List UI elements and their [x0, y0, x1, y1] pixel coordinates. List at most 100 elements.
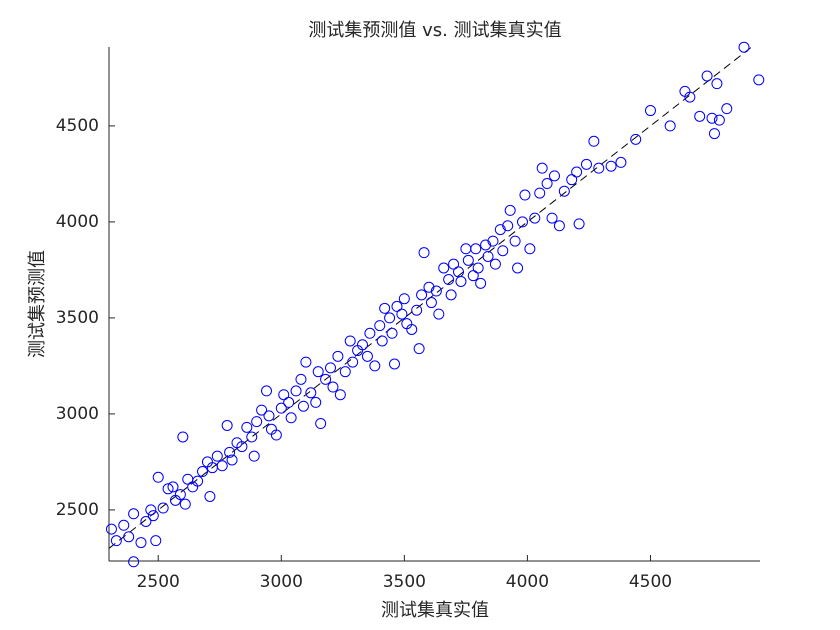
scatter-point: [548, 170, 560, 182]
scatter-point: [128, 556, 140, 568]
scatter-point: [433, 308, 445, 320]
scatter-point: [297, 400, 309, 412]
scatter-point: [644, 105, 656, 117]
scatter-point: [140, 515, 152, 527]
scatter-point: [694, 110, 706, 122]
scatter-point: [664, 120, 676, 132]
y-axis-label: 测试集预测值: [27, 250, 48, 358]
scatter-point: [192, 475, 204, 487]
scatter-point: [300, 356, 312, 368]
scatter-point: [147, 510, 159, 522]
scatter-point: [455, 275, 467, 287]
scatter-point: [546, 212, 558, 224]
scatter-point: [369, 360, 381, 372]
scatter-point: [315, 418, 327, 430]
scatter-point: [197, 466, 209, 478]
x-tick-label: 4000: [506, 572, 549, 592]
scatter-point: [630, 133, 642, 145]
scatter-point: [177, 431, 189, 443]
scatter-point: [684, 91, 696, 103]
scatter-point: [339, 366, 351, 378]
scatter-point: [701, 70, 713, 82]
scatter-point: [224, 446, 236, 458]
scatter-point: [571, 166, 583, 178]
scatter-point: [145, 504, 157, 516]
scatter-point: [534, 187, 546, 199]
scatter-point: [347, 356, 359, 368]
scatter-point: [504, 204, 516, 216]
scatter-point: [105, 523, 117, 535]
x-tick-label: 3000: [260, 572, 303, 592]
scatter-point: [470, 243, 482, 255]
scatter-point: [753, 74, 765, 86]
scatter-point: [270, 429, 282, 441]
y-tick-label: 3000: [56, 404, 99, 424]
scatter-point: [241, 421, 253, 433]
scatter-point: [389, 358, 401, 370]
scatter-point: [263, 410, 275, 422]
scatter-point: [246, 431, 258, 443]
scatter-point: [327, 381, 339, 393]
scatter-point: [261, 385, 273, 397]
y-tick-label: 2500: [56, 500, 99, 520]
scatter-point: [278, 389, 290, 401]
scatter-point: [167, 481, 179, 493]
scatter-point: [472, 262, 484, 274]
scatter-point: [411, 304, 423, 316]
scatter-point: [519, 189, 531, 201]
chart-title: 测试集预测值 vs. 测试集真实值: [308, 20, 561, 41]
scatter-point: [256, 404, 268, 416]
scatter-point: [711, 78, 723, 90]
x-axis-label: 测试集真实值: [381, 600, 489, 621]
scatter-point: [529, 212, 541, 224]
scatter-point: [357, 339, 369, 351]
scatter-point: [386, 327, 398, 339]
scatter-point: [536, 162, 548, 174]
scatter-point: [312, 366, 324, 378]
scatter-point: [305, 387, 317, 399]
scatter-point: [275, 402, 287, 414]
scatter-point: [462, 254, 474, 266]
scatter-point: [467, 270, 479, 282]
scatter-point: [157, 502, 169, 514]
scatter-point: [615, 156, 627, 168]
scatter-point: [334, 389, 346, 401]
scatter-point: [361, 350, 373, 362]
scatter-point: [123, 531, 135, 543]
scatter-point: [216, 460, 228, 472]
scatter-point: [325, 362, 337, 374]
scatter-point: [475, 277, 487, 289]
scatter-point: [236, 441, 248, 453]
scatter-point: [721, 103, 733, 115]
scatter-point: [295, 373, 307, 385]
scatter-point: [553, 220, 565, 232]
scatter-point: [418, 247, 430, 259]
x-tick-label: 4500: [629, 572, 672, 592]
scatter-point: [204, 490, 216, 502]
scatter-point: [413, 343, 425, 355]
scatter-point: [398, 293, 410, 305]
scatter-point: [118, 519, 130, 531]
scatter-point: [320, 373, 332, 385]
scatter-point: [708, 128, 720, 140]
scatter-point: [416, 289, 428, 301]
scatter-point: [150, 535, 162, 547]
scatter-point: [226, 454, 238, 466]
scatter-point: [445, 289, 457, 301]
scatter-point: [593, 162, 605, 174]
y-tick-label: 3500: [56, 308, 99, 328]
scatter-point: [110, 535, 122, 547]
scatter-point: [174, 489, 186, 501]
scatter-point: [221, 419, 233, 431]
y-tick-label: 4500: [56, 116, 99, 136]
scatter-point: [512, 262, 524, 274]
scatter-point: [489, 258, 501, 270]
scatter-point: [396, 308, 408, 320]
scatter-point: [384, 312, 396, 324]
scatter-point: [391, 300, 403, 312]
scatter-point: [152, 471, 164, 483]
scatter-point: [738, 41, 750, 53]
scatter-point: [285, 412, 297, 424]
